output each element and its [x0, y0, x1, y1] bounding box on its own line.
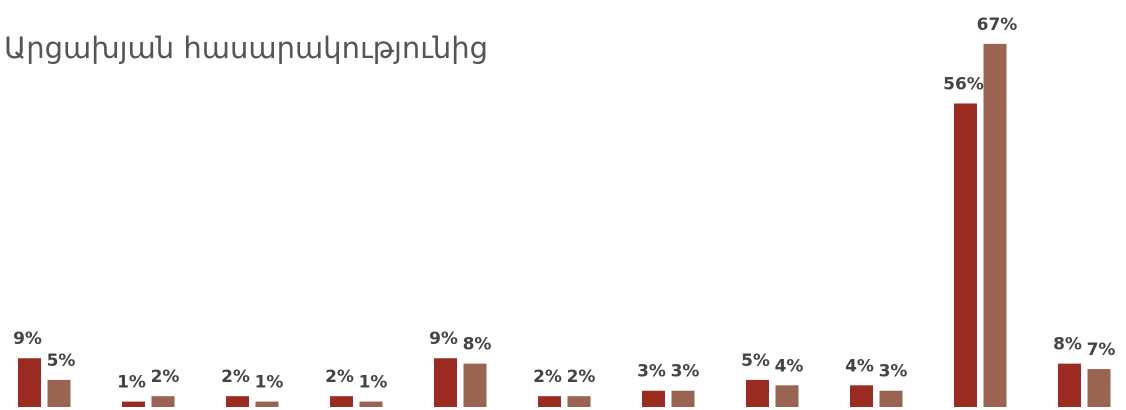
- value-label: 9%: [429, 329, 458, 349]
- bar: [746, 379, 769, 407]
- bar: [983, 43, 1007, 408]
- value-label: 2%: [325, 367, 354, 387]
- bar: [879, 390, 903, 407]
- bar: [1087, 369, 1111, 407]
- bar: [463, 363, 487, 407]
- value-label: 67%: [977, 15, 1018, 35]
- chart-title: Արցախյան հասարակությունից: [4, 31, 488, 65]
- bar: [567, 396, 591, 407]
- bar: [850, 385, 873, 407]
- value-label: 7%: [1087, 340, 1116, 360]
- value-label: 2%: [567, 367, 596, 387]
- value-label: 2%: [151, 367, 180, 387]
- value-label: 4%: [845, 356, 874, 376]
- bar: [226, 396, 249, 407]
- bar: [151, 396, 175, 407]
- value-label: 1%: [255, 373, 284, 393]
- bar: [47, 379, 71, 407]
- bar: [538, 396, 561, 407]
- value-label: 3%: [637, 362, 666, 382]
- bar: [434, 358, 457, 407]
- value-label: 1%: [117, 373, 146, 393]
- value-label: 5%: [47, 351, 76, 371]
- bar: [18, 358, 41, 407]
- value-label: 8%: [463, 335, 492, 355]
- value-label: 3%: [879, 362, 908, 382]
- bar: [122, 401, 145, 407]
- value-label: 4%: [775, 356, 804, 376]
- bar: [671, 390, 695, 407]
- value-label: 5%: [741, 351, 770, 371]
- value-label: 1%: [359, 373, 388, 393]
- bar: [775, 385, 799, 407]
- value-label: 2%: [533, 367, 562, 387]
- value-label: 56%: [943, 74, 984, 94]
- bar: [1058, 363, 1081, 407]
- bar: [954, 103, 977, 407]
- bar: [255, 401, 279, 407]
- bar: [359, 401, 383, 407]
- bar: [330, 396, 353, 407]
- bar: [642, 390, 665, 407]
- value-label: 8%: [1053, 335, 1082, 355]
- value-label: 9%: [13, 329, 42, 349]
- value-label: 2%: [221, 367, 250, 387]
- value-label: 3%: [671, 362, 700, 382]
